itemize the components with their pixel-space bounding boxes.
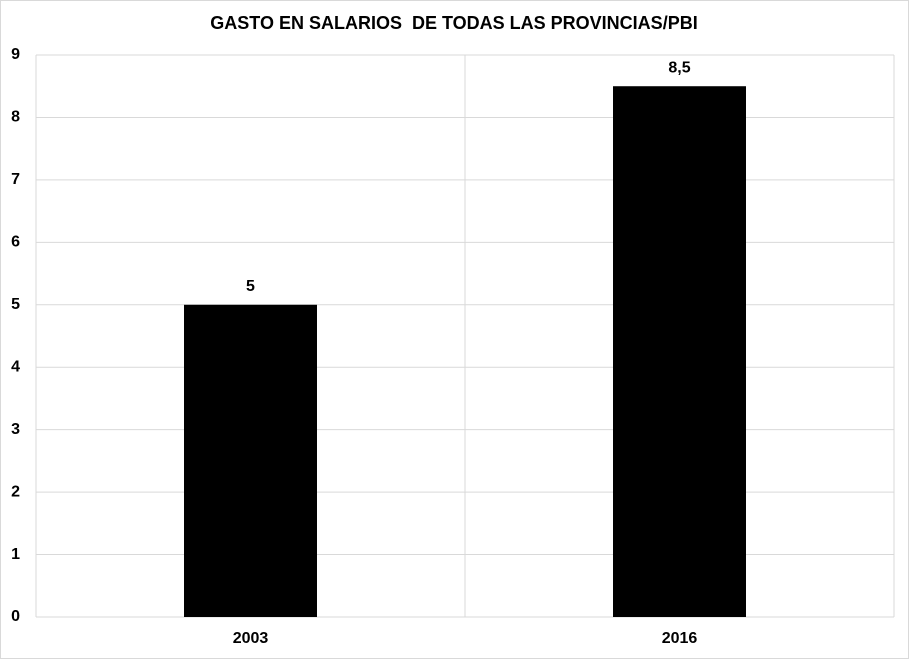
bar [184, 304, 317, 617]
y-tick-label: 7 [11, 171, 20, 188]
y-tick-label: 5 [11, 296, 20, 313]
y-tick-label: 8 [11, 109, 20, 126]
y-tick-label: 0 [11, 608, 20, 625]
value-label: 5 [246, 278, 255, 295]
x-tick-label: 2003 [233, 630, 269, 647]
y-tick-label: 9 [11, 46, 20, 63]
y-tick-label: 3 [11, 421, 20, 438]
y-tick-label: 2 [11, 483, 20, 500]
x-tick-label: 2016 [662, 630, 698, 647]
value-label: 8,5 [668, 59, 690, 76]
y-tick-label: 1 [11, 546, 20, 563]
y-tick-label: 4 [11, 358, 20, 375]
y-tick-label: 6 [11, 234, 20, 251]
chart-title: GASTO EN SALARIOS DE TODAS LAS PROVINCIA… [210, 13, 697, 33]
bar [613, 86, 746, 617]
